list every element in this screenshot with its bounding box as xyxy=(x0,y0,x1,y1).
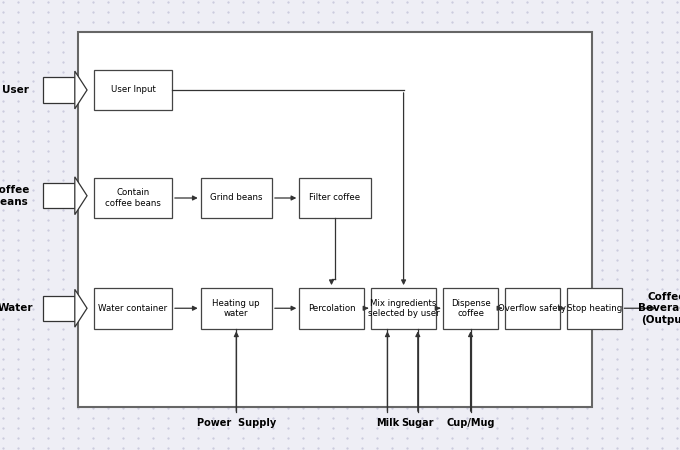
FancyBboxPatch shape xyxy=(94,70,172,110)
FancyBboxPatch shape xyxy=(43,77,75,103)
FancyBboxPatch shape xyxy=(94,178,172,218)
Text: Milk: Milk xyxy=(376,418,399,428)
FancyBboxPatch shape xyxy=(371,288,436,328)
Polygon shape xyxy=(75,177,87,215)
FancyBboxPatch shape xyxy=(201,178,272,218)
Text: Filter coffee: Filter coffee xyxy=(309,194,360,202)
FancyBboxPatch shape xyxy=(78,32,592,407)
Text: Grind beans: Grind beans xyxy=(210,194,262,202)
Text: Percolation: Percolation xyxy=(307,304,356,313)
Text: Water: Water xyxy=(0,303,33,313)
FancyBboxPatch shape xyxy=(94,288,172,328)
Text: Contain
coffee beans: Contain coffee beans xyxy=(105,188,161,208)
Text: Stop heating: Stop heating xyxy=(566,304,622,313)
Text: Cup/Mug: Cup/Mug xyxy=(446,418,495,428)
FancyBboxPatch shape xyxy=(443,288,498,328)
Text: User: User xyxy=(2,85,29,95)
Polygon shape xyxy=(75,71,87,109)
FancyBboxPatch shape xyxy=(43,183,75,208)
Text: Water container: Water container xyxy=(99,304,167,313)
Text: Heating up
water: Heating up water xyxy=(212,298,260,318)
Text: Overflow safety: Overflow safety xyxy=(498,304,566,313)
Text: Coffee
Beverage
(Output): Coffee Beverage (Output) xyxy=(639,292,680,325)
FancyBboxPatch shape xyxy=(299,178,371,218)
Text: Dispense
coffee: Dispense coffee xyxy=(451,298,490,318)
FancyBboxPatch shape xyxy=(201,288,272,328)
FancyBboxPatch shape xyxy=(299,288,364,328)
Polygon shape xyxy=(75,289,87,327)
FancyBboxPatch shape xyxy=(43,296,75,321)
Text: Power  Supply: Power Supply xyxy=(197,418,276,428)
FancyBboxPatch shape xyxy=(567,288,622,328)
Text: Mix ingredients
selected by user: Mix ingredients selected by user xyxy=(368,298,439,318)
Text: Sugar: Sugar xyxy=(402,418,434,428)
FancyBboxPatch shape xyxy=(505,288,560,328)
Text: User Input: User Input xyxy=(111,86,155,94)
Text: Coffee
Beans: Coffee Beans xyxy=(0,185,29,207)
